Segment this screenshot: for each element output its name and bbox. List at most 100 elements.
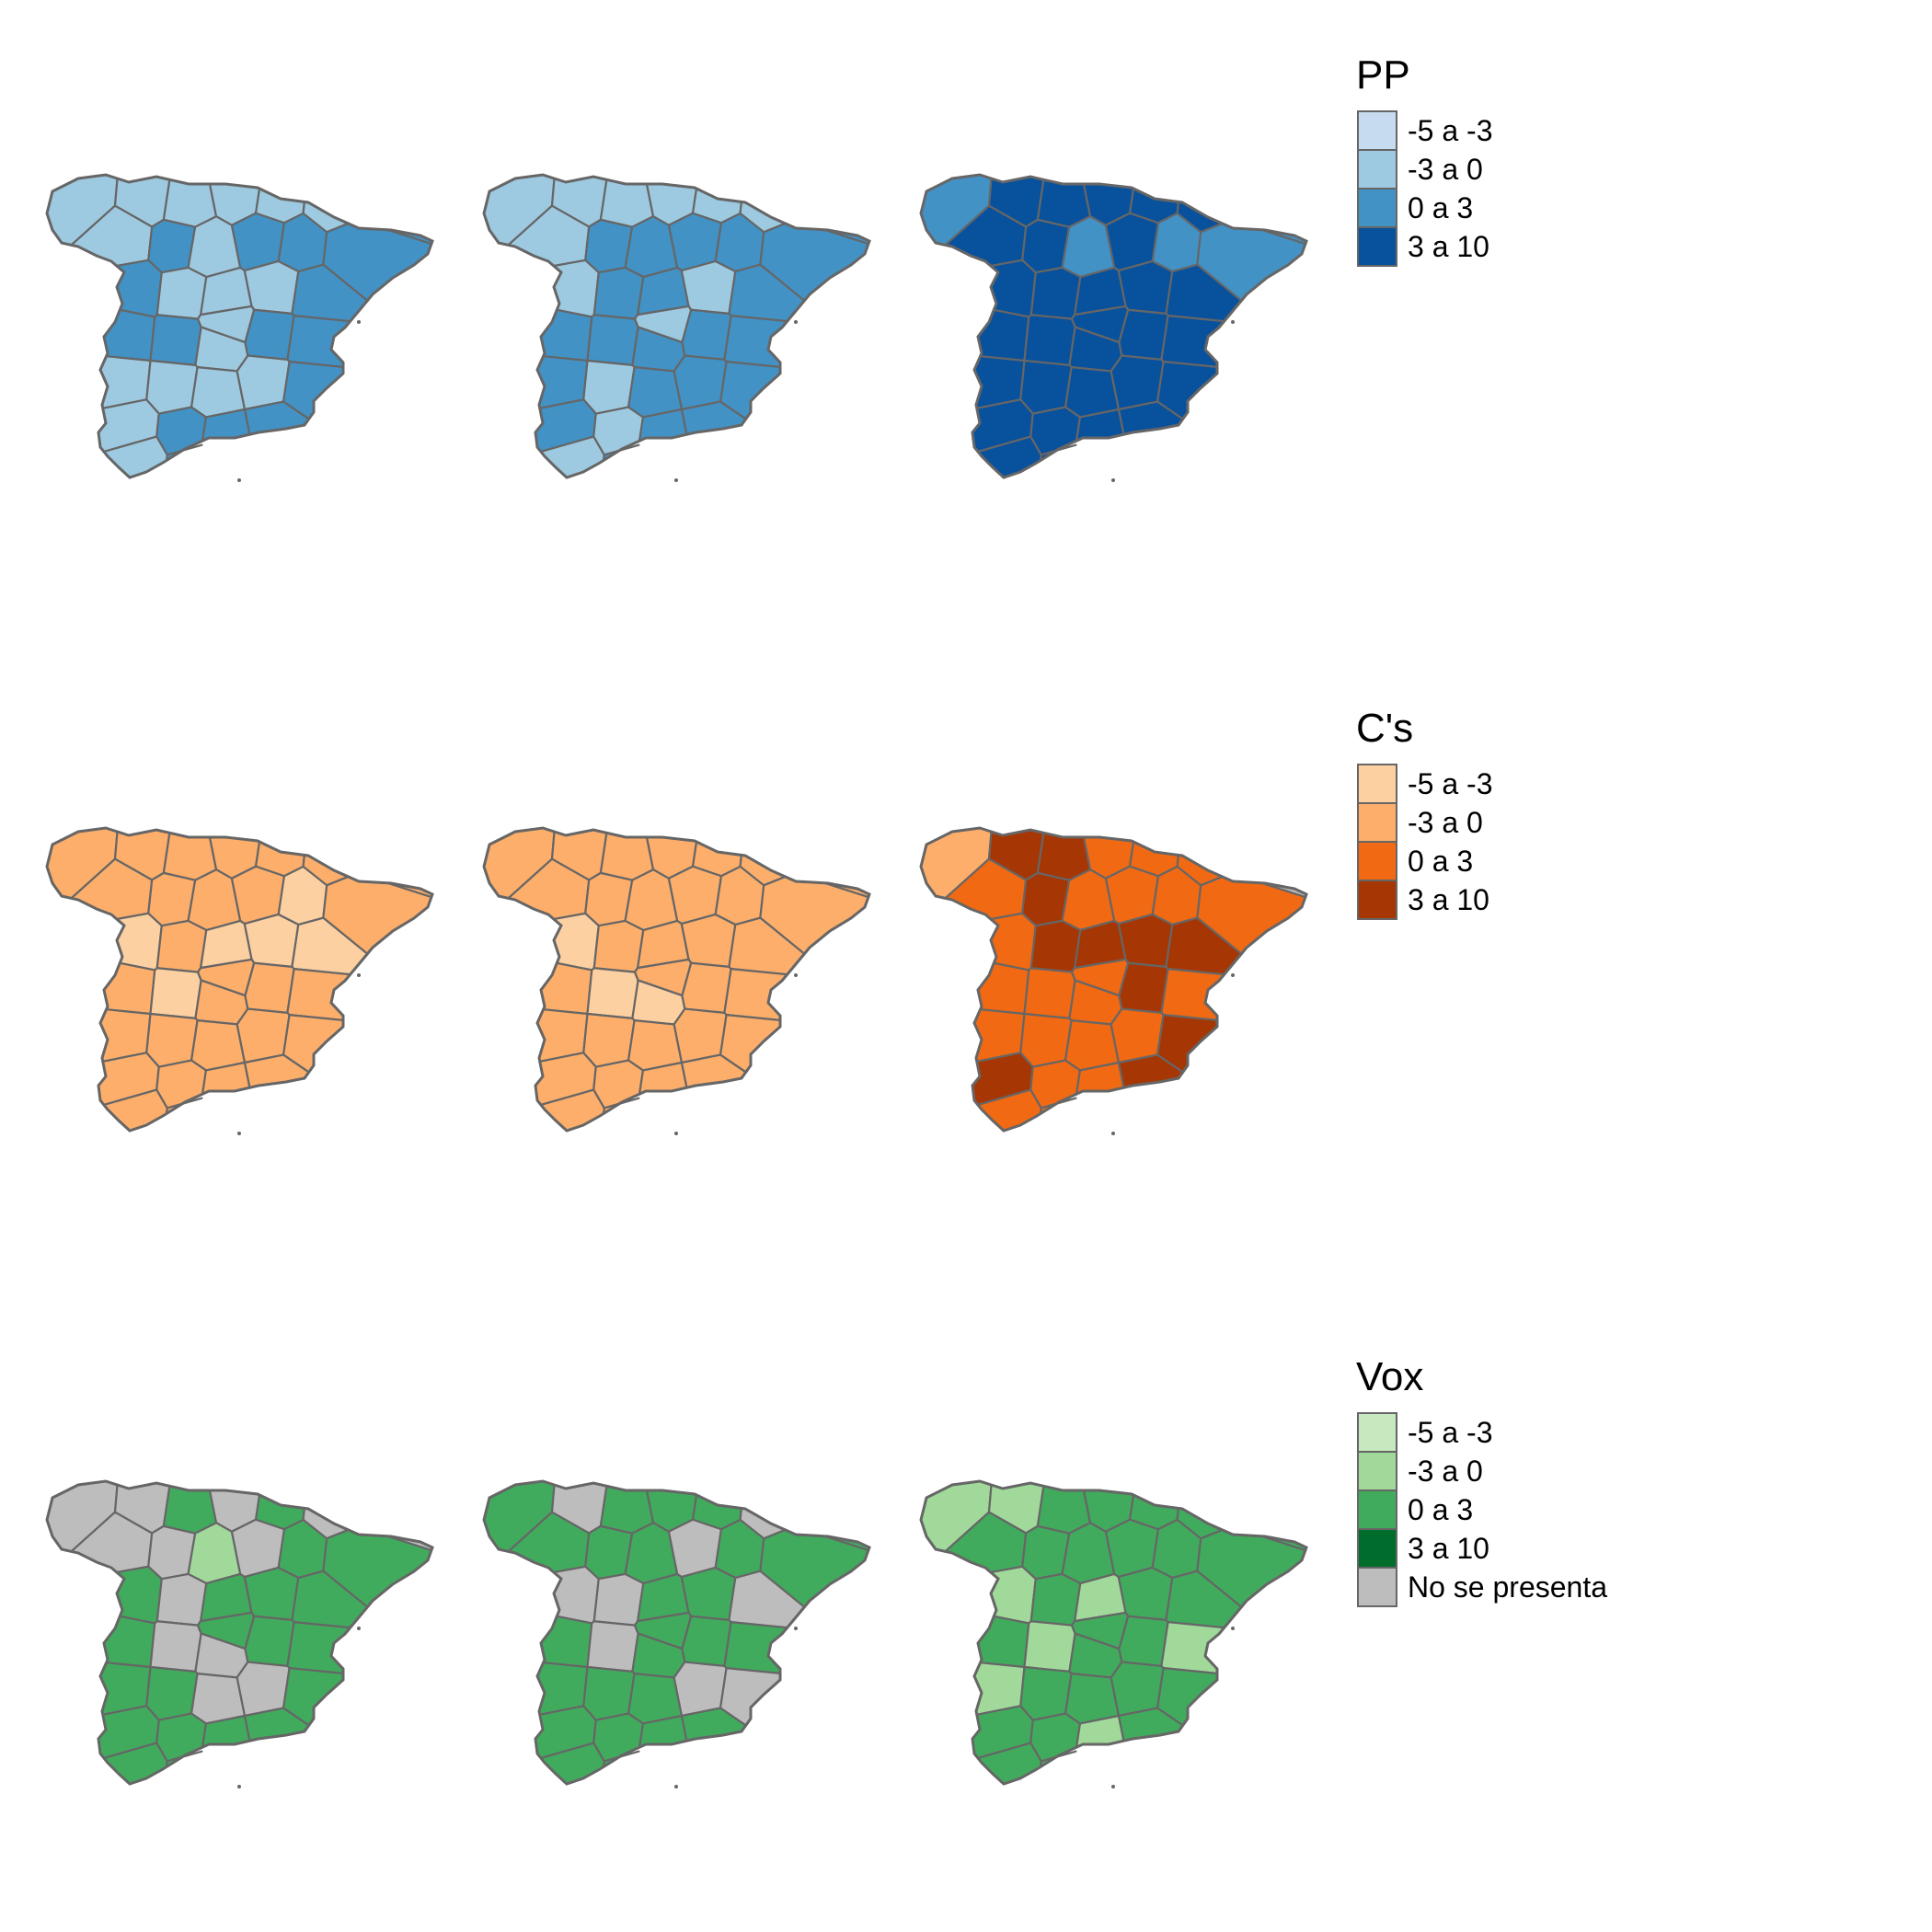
map-3-1	[45, 1479, 434, 1788]
legend-label: 3 a 10	[1408, 1532, 1489, 1565]
province-region	[539, 1615, 593, 1669]
island-dot	[794, 320, 798, 324]
province-region	[1029, 266, 1082, 320]
province-region	[196, 1611, 256, 1650]
province-region	[539, 308, 593, 362]
island-dot	[1231, 973, 1235, 977]
province-region	[243, 913, 300, 968]
province-region	[155, 1572, 208, 1627]
legend-swatch	[1357, 880, 1397, 920]
country-outline	[482, 826, 871, 1133]
map-1-3	[919, 173, 1308, 482]
province-region	[115, 259, 163, 318]
island-dot	[357, 1627, 361, 1630]
island-dot	[794, 973, 798, 977]
legend-swatch	[1357, 764, 1397, 804]
province-region	[633, 1611, 693, 1650]
province-region	[1117, 1566, 1174, 1621]
legend-label: -5 a -3	[1408, 767, 1492, 800]
province-region	[145, 1665, 199, 1721]
province-region	[586, 1620, 639, 1673]
legend-label: No se presenta	[1408, 1570, 1607, 1604]
province-region	[1029, 1572, 1082, 1627]
province-region	[592, 1572, 645, 1627]
province-region	[989, 912, 1037, 972]
legend-label: -3 a 0	[1408, 806, 1483, 839]
island-dot	[1111, 1132, 1115, 1135]
island-dot	[357, 320, 361, 324]
legend-2: C's -5 a -3 -3 a 0 0 a 3 3 a 10	[1356, 706, 1492, 920]
island-dot	[674, 1132, 678, 1135]
province-region	[680, 913, 737, 968]
province-region	[627, 366, 684, 419]
legend-swatch	[1357, 841, 1397, 881]
province-region	[582, 1665, 636, 1721]
legend-1: PP -5 a -3 -3 a 0 0 a 3 3 a 10	[1356, 52, 1492, 267]
island-dot	[674, 1785, 678, 1788]
island-dot	[1111, 478, 1115, 482]
province-region	[196, 305, 256, 344]
legend-label: 0 a 3	[1408, 845, 1473, 878]
legend-label: 0 a 3	[1408, 191, 1473, 224]
province-region	[1070, 958, 1130, 997]
legend-swatch	[1357, 110, 1397, 151]
province-region	[582, 1012, 636, 1068]
province-region	[989, 259, 1037, 318]
province-region	[976, 961, 1030, 1016]
country-outline	[919, 1479, 1308, 1786]
province-region	[552, 912, 600, 972]
island-dot	[794, 1627, 798, 1630]
province-region	[1029, 919, 1082, 973]
legend-swatch	[1357, 1567, 1397, 1607]
province-region	[539, 961, 593, 1016]
province-region	[582, 359, 636, 415]
map-2-2	[482, 826, 871, 1135]
legend-swatch	[1357, 1451, 1397, 1491]
province-region	[1023, 1620, 1076, 1673]
province-region	[243, 1566, 300, 1621]
province-region	[976, 1615, 1030, 1669]
country-outline	[45, 826, 434, 1133]
country-outline	[919, 173, 1308, 479]
island-dot	[674, 478, 678, 482]
province-region	[1064, 1019, 1121, 1072]
map-1-2	[482, 173, 871, 482]
legend-swatch	[1357, 226, 1397, 267]
province-region	[680, 1566, 737, 1621]
province-region	[627, 1019, 684, 1072]
country-outline	[45, 173, 434, 479]
province-region	[680, 259, 737, 315]
map-1-1	[45, 173, 434, 482]
country-outline	[482, 1479, 871, 1786]
province-region	[102, 1615, 156, 1669]
province-region	[1070, 305, 1130, 344]
legend-label: 0 a 3	[1408, 1493, 1473, 1526]
province-region	[1117, 259, 1174, 315]
province-region	[155, 266, 208, 320]
legend-title: C's	[1356, 706, 1413, 751]
province-region	[1064, 1673, 1121, 1725]
legend-swatch	[1357, 188, 1397, 228]
legend-label: -5 a -3	[1408, 1416, 1492, 1449]
province-region	[102, 308, 156, 362]
province-region	[190, 1673, 247, 1725]
province-region	[145, 359, 199, 415]
legend-swatch	[1357, 1412, 1397, 1453]
legend-title: Vox	[1356, 1354, 1423, 1399]
legend-label: -3 a 0	[1408, 1455, 1483, 1488]
map-2-1	[45, 826, 434, 1135]
province-region	[190, 1019, 247, 1072]
province-region	[149, 967, 202, 1019]
legend-swatch	[1357, 1489, 1397, 1530]
island-dot	[1231, 320, 1235, 324]
map-3-2	[482, 1479, 871, 1788]
country-outline	[919, 826, 1308, 1133]
province-region	[627, 1673, 684, 1725]
island-dot	[357, 973, 361, 977]
province-region	[149, 1620, 202, 1673]
province-region	[552, 1565, 600, 1625]
province-region	[149, 314, 202, 366]
legend-swatch	[1357, 149, 1397, 190]
province-region	[1019, 359, 1073, 415]
